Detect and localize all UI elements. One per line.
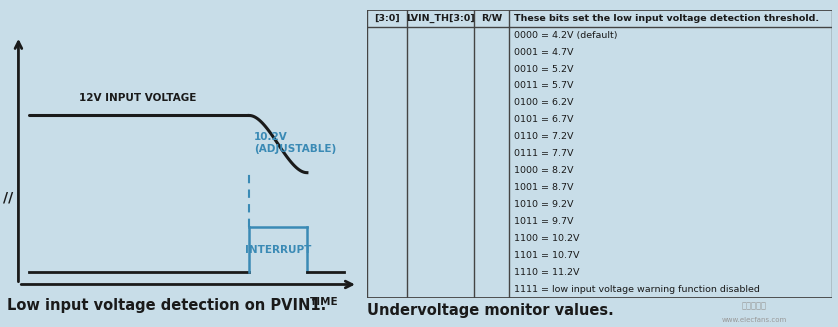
Text: LVIN_TH[3:0]: LVIN_TH[3:0] <box>406 14 474 23</box>
Text: 1100 = 10.2V: 1100 = 10.2V <box>515 234 580 243</box>
Text: INTERRUPT: INTERRUPT <box>245 245 311 255</box>
Text: 0000 = 4.2V (default): 0000 = 4.2V (default) <box>515 31 618 40</box>
Text: 1111 = low input voltage warning function disabled: 1111 = low input voltage warning functio… <box>515 284 760 294</box>
Text: 0100 = 6.2V: 0100 = 6.2V <box>515 98 574 107</box>
Text: www.elecfans.com: www.elecfans.com <box>722 318 787 323</box>
Text: //: // <box>3 191 13 204</box>
Text: 12V INPUT VOLTAGE: 12V INPUT VOLTAGE <box>79 93 196 103</box>
Text: TIME: TIME <box>309 297 339 307</box>
Text: 0011 = 5.7V: 0011 = 5.7V <box>515 81 574 91</box>
Text: Low input voltage detection on PVIN1.: Low input voltage detection on PVIN1. <box>7 298 326 313</box>
Text: 1110 = 11.2V: 1110 = 11.2V <box>515 268 580 277</box>
Text: 10.2V
(ADJUSTABLE): 10.2V (ADJUSTABLE) <box>254 132 337 154</box>
Text: Undervoltage monitor values.: Undervoltage monitor values. <box>367 303 613 318</box>
Text: 1001 = 8.7V: 1001 = 8.7V <box>515 183 574 192</box>
Text: 0110 = 7.2V: 0110 = 7.2V <box>515 132 574 141</box>
Text: 0101 = 6.7V: 0101 = 6.7V <box>515 115 574 124</box>
Text: 1101 = 10.7V: 1101 = 10.7V <box>515 251 580 260</box>
Text: 0001 = 4.7V: 0001 = 4.7V <box>515 48 574 57</box>
Text: 电子发烧友: 电子发烧友 <box>742 301 767 310</box>
Text: [3:0]: [3:0] <box>374 14 400 23</box>
Text: 0010 = 5.2V: 0010 = 5.2V <box>515 64 574 74</box>
Text: These bits set the low input voltage detection threshold.: These bits set the low input voltage det… <box>515 14 820 23</box>
Text: 1000 = 8.2V: 1000 = 8.2V <box>515 166 574 175</box>
Text: 0111 = 7.7V: 0111 = 7.7V <box>515 149 574 158</box>
Text: 1010 = 9.2V: 1010 = 9.2V <box>515 200 574 209</box>
Text: 1011 = 9.7V: 1011 = 9.7V <box>515 217 574 226</box>
Text: R/W: R/W <box>481 14 502 23</box>
